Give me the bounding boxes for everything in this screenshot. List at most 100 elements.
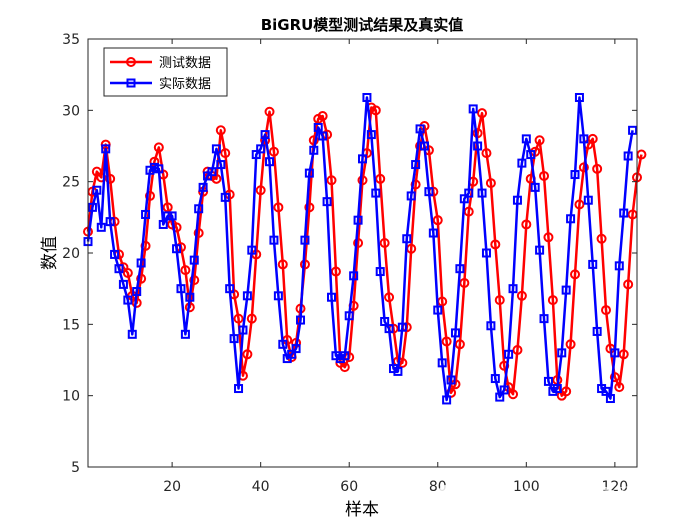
data-point [570,269,581,280]
data-point [623,279,634,290]
data-point [339,362,350,373]
data-point [255,185,266,196]
data-point [397,322,407,332]
data-point [570,170,580,180]
data-point [592,326,602,336]
data-point [362,92,372,102]
data-point [220,148,231,159]
data-point [180,329,190,339]
data-point [185,292,195,302]
data-point [189,275,200,286]
data-point [534,135,545,146]
data-point [167,211,177,221]
data-point [455,264,465,274]
data-point [552,384,562,394]
data-point [309,145,319,155]
series-2 [83,92,638,405]
data-point [132,287,142,297]
y-tick-label: 20 [62,246,80,262]
data-point [535,245,545,255]
data-point [459,277,470,288]
data-point [358,154,367,164]
data-point [110,249,120,259]
wechat-icon [438,485,454,501]
legend-label: 测试数据 [159,56,211,71]
data-point [256,144,266,154]
data-point [437,358,447,368]
data-point [300,235,310,245]
data-point [561,386,572,397]
data-point [127,329,137,339]
data-point [441,336,452,347]
data-point [304,202,315,213]
data-point [402,234,412,244]
legend-box [103,47,228,97]
data-point [557,348,567,358]
y-tick-label: 30 [62,103,80,119]
data-point [432,215,443,226]
data-point [318,131,328,141]
data-point [601,305,612,316]
data-point [304,168,314,178]
data-point [291,344,301,354]
data-point [588,259,598,269]
data-point [96,222,106,232]
data-point [242,291,252,301]
data-point [539,314,549,324]
data-point [220,192,230,202]
data-point [512,195,522,205]
data-point [172,244,182,254]
data-point [123,295,133,305]
x-tick-label: 40 [252,479,270,495]
x-tick-label: 100 [513,479,540,495]
data-point [504,349,514,359]
data-point [375,267,385,277]
data-point [154,164,164,174]
data-point [578,162,589,173]
data-point [207,167,217,177]
data-point [238,325,248,335]
data-point [516,290,527,301]
data-point [521,134,531,144]
data-point [136,258,146,268]
data-point [357,175,368,186]
data-point [246,313,257,324]
data-point [87,202,97,212]
data-point [543,232,554,243]
data-point [225,284,235,294]
data-point [587,133,598,144]
data-point [118,279,128,289]
x-axis-label: 样本 [345,500,379,520]
x-tick-label: 20 [163,479,181,495]
data-point [180,265,191,276]
y-tick-label: 10 [62,389,80,405]
data-point [450,328,460,338]
data-point [433,305,443,315]
data-point [193,228,204,239]
data-point [340,351,350,361]
data-point [614,382,625,393]
watermark: 公众号 · Matlab科研助手 [438,485,630,503]
data-point [242,349,253,360]
data-point [477,188,487,198]
data-point [574,92,584,102]
data-point [596,233,607,244]
data-point [424,187,434,197]
data-point [583,195,593,205]
data-point [162,202,173,213]
data-point [194,204,204,214]
data-point [101,144,111,154]
data-point [313,122,323,132]
data-point [494,295,505,306]
data-point [141,209,151,219]
data-point [610,348,620,358]
series-layer [83,92,647,405]
legend-marker [126,78,136,88]
data-point [273,202,284,213]
data-point [543,376,553,386]
data-point [353,215,363,225]
legend-label: 实际数据 [159,77,211,92]
data-point [114,264,124,274]
